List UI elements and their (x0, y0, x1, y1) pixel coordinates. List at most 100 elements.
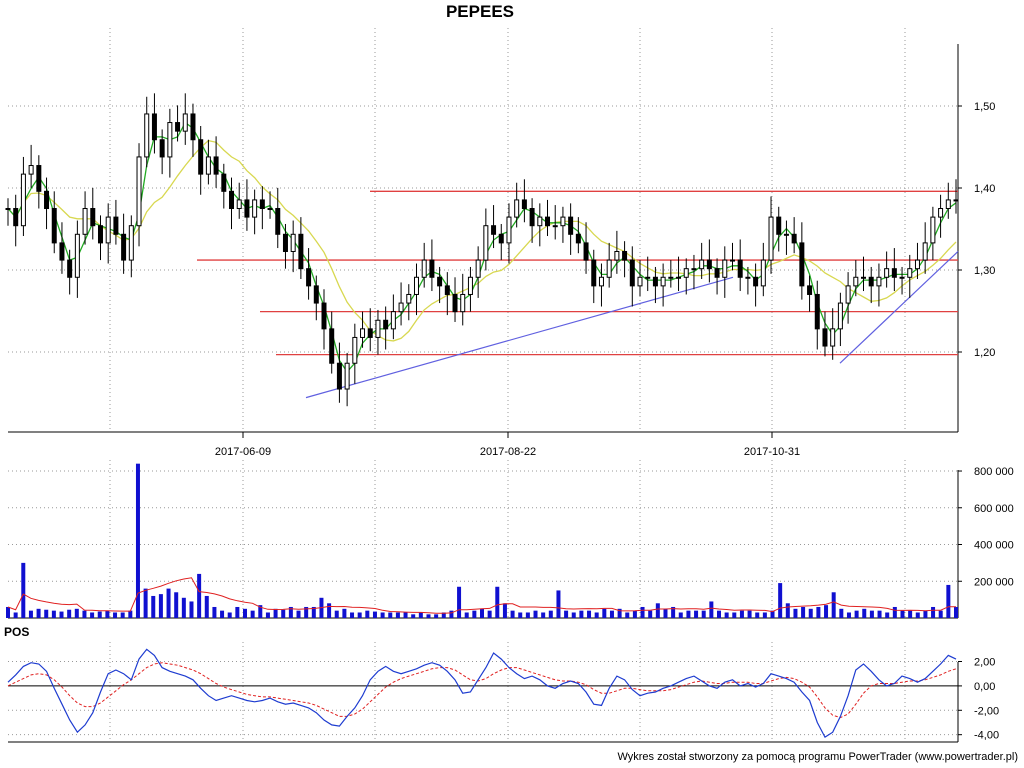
volume-bar (571, 612, 576, 618)
volume-bar (388, 612, 393, 618)
volume-bar (709, 601, 714, 618)
volume-bar (587, 610, 592, 618)
candle-body (267, 208, 273, 211)
volume-bar (464, 612, 469, 618)
candle-body (845, 285, 851, 304)
volume-bar (74, 608, 79, 618)
candle-body (198, 139, 204, 175)
volume-bar (617, 608, 622, 618)
candle-body (406, 293, 412, 304)
candle-body (837, 302, 843, 330)
candle-body (221, 173, 227, 192)
volume-bar (839, 608, 844, 618)
volume-bar (869, 610, 874, 618)
volume-bar (915, 612, 920, 618)
volume-bar (732, 612, 737, 618)
volume-bar (602, 608, 607, 618)
candle-body (159, 139, 165, 158)
volume-bar (655, 603, 660, 618)
x-tick-label: 2017-06-09 (215, 446, 271, 458)
volume-bar (113, 612, 118, 618)
volume-bar (82, 610, 87, 618)
candle-body (344, 362, 350, 390)
volume-bar (946, 584, 951, 618)
candle-body (429, 259, 435, 278)
candle-body (136, 156, 142, 227)
candle-body (853, 276, 859, 287)
volume-bar (418, 612, 423, 618)
volume-bar (747, 610, 752, 618)
volume-bar (212, 606, 217, 618)
candle-body (914, 259, 920, 270)
volume-bar (403, 612, 408, 618)
candle-body (783, 233, 789, 236)
candle-body (529, 208, 535, 227)
candle-body (953, 199, 959, 202)
volume-bar (824, 605, 829, 618)
volume-bar (128, 610, 133, 618)
candle-body (413, 276, 419, 295)
volume-bar (701, 610, 706, 618)
candle-body (313, 285, 319, 304)
candle-body (367, 328, 373, 338)
volume-bar (625, 612, 630, 618)
volume-bar (158, 594, 163, 618)
volume-bar (480, 608, 484, 618)
volume-bar (518, 612, 523, 618)
volume-bar (533, 610, 538, 618)
candle-body (460, 293, 466, 313)
trendline (305, 276, 734, 399)
volume-bar (357, 612, 362, 618)
volume-bar (862, 608, 867, 618)
grid-lines (8, 28, 958, 742)
moving-average-short-line (7, 121, 957, 373)
candle-body (36, 165, 42, 192)
candle-body (930, 216, 936, 244)
candle-body (722, 259, 728, 278)
candle-body (891, 268, 897, 278)
candle-body (290, 233, 296, 252)
chart-title: PEPEES (445, 2, 515, 21)
candle-body (437, 276, 443, 287)
candle-body (175, 122, 181, 132)
y-tick-label: 1,40 (974, 183, 995, 195)
volume-bar (762, 612, 767, 618)
y-tick-label: 1,30 (974, 265, 995, 277)
volume-bar (510, 610, 515, 618)
candle-body (97, 225, 103, 244)
candle-body (745, 276, 751, 279)
volume-bar (143, 588, 148, 618)
volume-bar (197, 573, 202, 618)
candle-body (205, 156, 211, 175)
volume-bar (487, 610, 492, 618)
candle-body (74, 233, 80, 278)
candle-body (498, 233, 504, 244)
volume-bar (6, 606, 10, 618)
candle-body (5, 208, 11, 211)
volume-bars (6, 463, 958, 618)
candle-body (598, 276, 604, 287)
candle-body (82, 208, 88, 235)
volume-bar (678, 612, 683, 618)
volume-bar (189, 601, 194, 618)
volume-bar (831, 592, 836, 618)
volume-bar (13, 612, 18, 618)
volume-bar (342, 608, 347, 618)
candle-body (552, 225, 558, 228)
y-tick-label: 400 000 (974, 540, 1014, 552)
volume-bar (311, 606, 316, 618)
candle-body (760, 259, 766, 287)
volume-bar (59, 611, 64, 618)
volume-bar (304, 606, 309, 618)
volume-bar (350, 612, 355, 618)
volume-bar (556, 590, 561, 618)
volume-bar (372, 611, 377, 618)
candle-body (706, 259, 712, 270)
candle-body (375, 319, 381, 338)
volume-bar (564, 610, 569, 618)
volume-bar (380, 612, 385, 618)
y-tick-label: 600 000 (974, 503, 1014, 515)
candle-body (922, 242, 928, 261)
candle-body (791, 233, 797, 244)
